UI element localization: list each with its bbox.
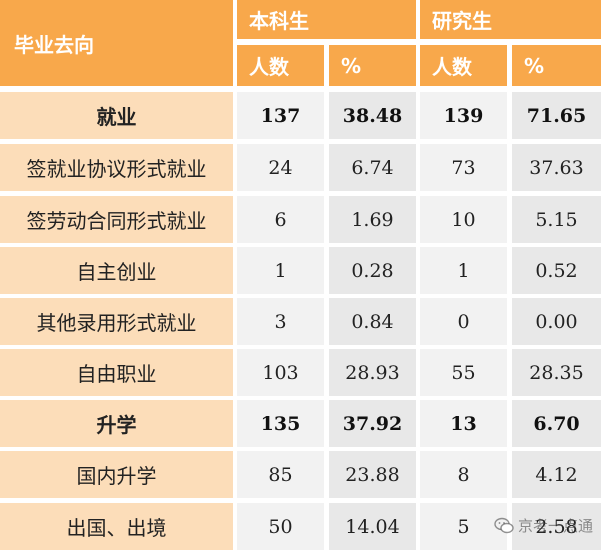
g-percent-cell: 37.63 — [512, 144, 601, 191]
ug-percent-cell: 14.04 — [329, 503, 416, 550]
g-count-cell: 55 — [420, 349, 507, 396]
header-destination: 毕业去向 — [0, 0, 233, 86]
row-label: 自由职业 — [0, 349, 233, 396]
row-label: 升学 — [0, 400, 233, 447]
wechat-icon — [494, 517, 514, 533]
g-count-cell: 13 — [420, 400, 507, 447]
header-graduate: 研究生 — [420, 0, 601, 39]
g-count-cell: 8 — [420, 451, 507, 498]
header-ug-percent: % — [329, 45, 416, 86]
header-g-percent: % — [512, 45, 601, 86]
row-label: 出国、出境 — [0, 503, 233, 550]
g-percent-cell: 28.35 — [512, 349, 601, 396]
watermark: 京考一点通 — [494, 515, 593, 536]
ug-percent-cell: 38.48 — [329, 92, 416, 139]
g-count-cell: 5 — [420, 503, 507, 550]
ug-count-cell: 85 — [237, 451, 324, 498]
row-label: 签就业协议形式就业 — [0, 144, 233, 191]
g-percent-cell: 6.70 — [512, 400, 601, 447]
g-count-cell: 1 — [420, 247, 507, 294]
ug-percent-cell: 6.74 — [329, 144, 416, 191]
g-count-cell: 0 — [420, 298, 507, 345]
ug-count-cell: 3 — [237, 298, 324, 345]
ug-count-cell: 6 — [237, 196, 324, 243]
g-percent-cell: 0.52 — [512, 247, 601, 294]
ug-percent-cell: 37.92 — [329, 400, 416, 447]
ug-count-cell: 50 — [237, 503, 324, 550]
ug-count-cell: 137 — [237, 92, 324, 139]
row-label: 其他录用形式就业 — [0, 298, 233, 345]
ug-percent-cell: 0.28 — [329, 247, 416, 294]
g-percent-cell: 71.65 — [512, 92, 601, 139]
ug-count-cell: 1 — [237, 247, 324, 294]
ug-count-cell: 135 — [237, 400, 324, 447]
ug-count-cell: 103 — [237, 349, 324, 396]
g-percent-cell: 5.15 — [512, 196, 601, 243]
ug-count-cell: 24 — [237, 144, 324, 191]
row-label: 自主创业 — [0, 247, 233, 294]
g-count-cell: 139 — [420, 92, 507, 139]
header-undergrad: 本科生 — [237, 0, 416, 39]
g-count-cell: 73 — [420, 144, 507, 191]
ug-percent-cell: 28.93 — [329, 349, 416, 396]
ug-percent-cell: 23.88 — [329, 451, 416, 498]
header-g-count: 人数 — [420, 45, 507, 86]
g-percent-cell: 0.00 — [512, 298, 601, 345]
ug-percent-cell: 1.69 — [329, 196, 416, 243]
g-percent-cell: 4.12 — [512, 451, 601, 498]
g-percent-cell: 2.58 — [512, 503, 601, 550]
row-label: 国内升学 — [0, 451, 233, 498]
watermark-text: 京考一点通 — [517, 517, 593, 535]
row-label: 签劳动合同形式就业 — [0, 196, 233, 243]
header-ug-count: 人数 — [237, 45, 324, 86]
g-count-cell: 10 — [420, 196, 507, 243]
row-label: 就业 — [0, 92, 233, 139]
ug-percent-cell: 0.84 — [329, 298, 416, 345]
